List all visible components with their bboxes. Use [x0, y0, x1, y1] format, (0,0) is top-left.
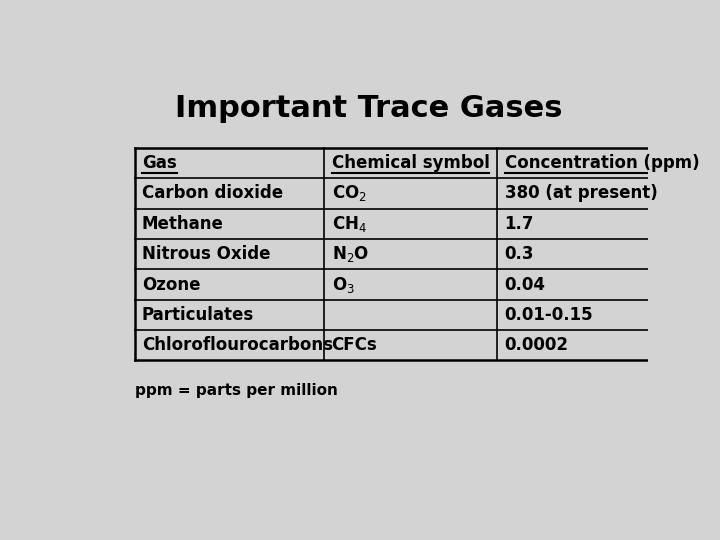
Text: Particulates: Particulates	[142, 306, 254, 324]
Text: 0.3: 0.3	[505, 245, 534, 263]
Text: 1.7: 1.7	[505, 215, 534, 233]
Text: Gas: Gas	[142, 154, 176, 172]
Text: CFCs: CFCs	[332, 336, 377, 354]
Text: Concentration (ppm): Concentration (ppm)	[505, 154, 699, 172]
Text: Ozone: Ozone	[142, 275, 200, 294]
Text: Methane: Methane	[142, 215, 224, 233]
Text: N$_2$O: N$_2$O	[332, 244, 369, 264]
Text: ppm = parts per million: ppm = parts per million	[135, 383, 338, 399]
Text: O$_3$: O$_3$	[332, 274, 354, 294]
Text: 380 (at present): 380 (at present)	[505, 185, 657, 202]
Text: CO$_2$: CO$_2$	[332, 184, 366, 204]
Text: Chloroflourocarbons: Chloroflourocarbons	[142, 336, 333, 354]
Text: CH$_4$: CH$_4$	[332, 214, 366, 234]
Bar	[135, 148, 660, 360]
Text: 0.01-0.15: 0.01-0.15	[505, 306, 593, 324]
Text: 0.0002: 0.0002	[505, 336, 569, 354]
Text: 0.04: 0.04	[505, 275, 546, 294]
Text: Chemical symbol: Chemical symbol	[332, 154, 490, 172]
Text: Important Trace Gases: Important Trace Gases	[175, 94, 563, 123]
Text: Carbon dioxide: Carbon dioxide	[142, 185, 283, 202]
Text: Nitrous Oxide: Nitrous Oxide	[142, 245, 271, 263]
